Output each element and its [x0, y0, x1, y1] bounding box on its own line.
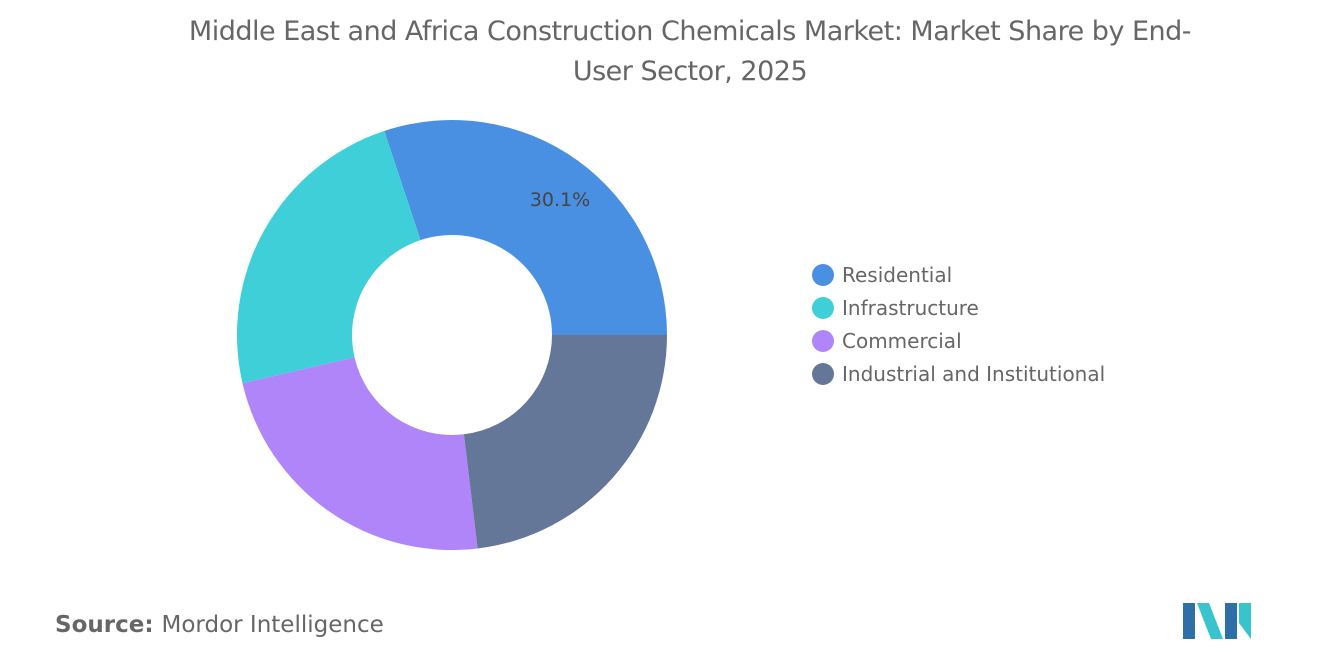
legend-item-industrial: Industrial and Institutional	[812, 357, 1105, 390]
legend-item-commercial: Commercial	[812, 324, 1105, 357]
legend-swatch	[812, 329, 834, 352]
data-label: 30.1%	[530, 189, 590, 211]
source-label: Source:	[55, 612, 154, 638]
legend-swatch	[812, 296, 834, 319]
legend-label: Residential	[842, 262, 953, 287]
mordor-intelligence-logo	[1183, 603, 1251, 639]
legend-item-infrastructure: Infrastructure	[812, 291, 1105, 324]
source-note: Source: Mordor Intelligence	[55, 612, 384, 638]
legend: Residential Infrastructure Commercial In…	[812, 258, 1105, 390]
legend-label: Infrastructure	[842, 295, 979, 320]
legend-item-residential: Residential	[812, 258, 1105, 291]
source-value: Mordor Intelligence	[161, 612, 384, 638]
legend-label: Industrial and Institutional	[842, 361, 1106, 386]
legend-swatch	[812, 362, 834, 385]
slice-commercial	[242, 357, 478, 551]
slice-residential	[384, 120, 667, 335]
slice-infrastructure	[236, 130, 421, 384]
chart-title: Middle East and Africa Construction Chem…	[188, 16, 1192, 87]
legend-label: Commercial	[842, 328, 962, 353]
legend-swatch	[812, 263, 834, 286]
slice-industrial-and-institutional	[463, 335, 667, 549]
